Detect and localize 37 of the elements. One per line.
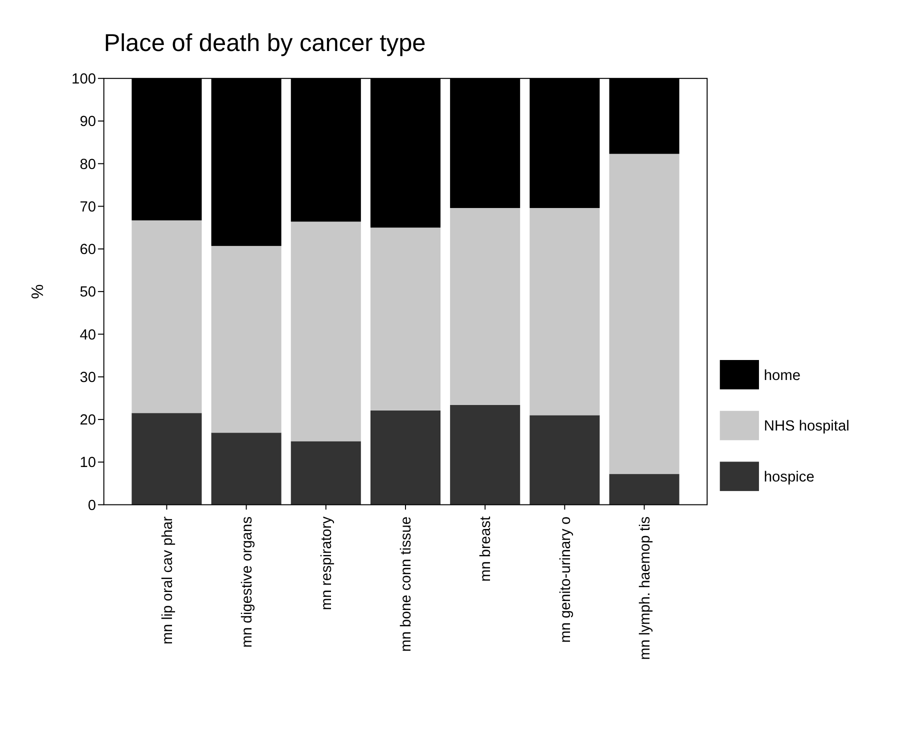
legend-label: home (764, 368, 801, 384)
y-tick-label: 30 (80, 370, 96, 386)
y-tick-label: 60 (80, 242, 96, 258)
x-tick-label: mn breast (478, 516, 494, 582)
bar (609, 474, 680, 505)
x-tick-label: mn respiratory (319, 516, 336, 610)
bar (450, 208, 520, 405)
bar (530, 208, 600, 416)
y-tick-label: 20 (80, 412, 96, 429)
bar (211, 432, 282, 505)
bar (132, 220, 202, 414)
y-tick-label: 100 (72, 72, 96, 88)
x-tick-label: mn lymph. haemop tis (637, 516, 654, 660)
bar (530, 415, 600, 505)
bar (609, 154, 680, 474)
bar (211, 246, 282, 433)
y-tick-label: 50 (80, 284, 96, 301)
bar (370, 410, 441, 505)
y-tick-label: 80 (80, 156, 96, 173)
bar (290, 222, 361, 442)
bar (290, 441, 361, 505)
bar (370, 228, 441, 411)
x-tick-label: mn digestive organs (239, 516, 256, 648)
legend-label: hospice (764, 470, 814, 486)
y-tick-label: 0 (88, 498, 96, 514)
y-tick-label: 10 (80, 455, 96, 472)
x-tick-label: mn genito-urinary o (558, 516, 574, 643)
y-axis-title: % (28, 284, 48, 299)
x-tick-label: mn lip oral cav phar (160, 516, 176, 644)
y-tick-label: 70 (80, 199, 96, 216)
x-tick-label: mn bone conn tissue (398, 516, 415, 652)
bar (132, 413, 202, 505)
y-tick-label: 90 (80, 114, 96, 130)
chart-title: Place of death by cancer type (104, 30, 426, 58)
bar (450, 404, 520, 505)
y-tick-label: 40 (80, 327, 96, 344)
legend-label: NHS hospital (764, 418, 850, 435)
